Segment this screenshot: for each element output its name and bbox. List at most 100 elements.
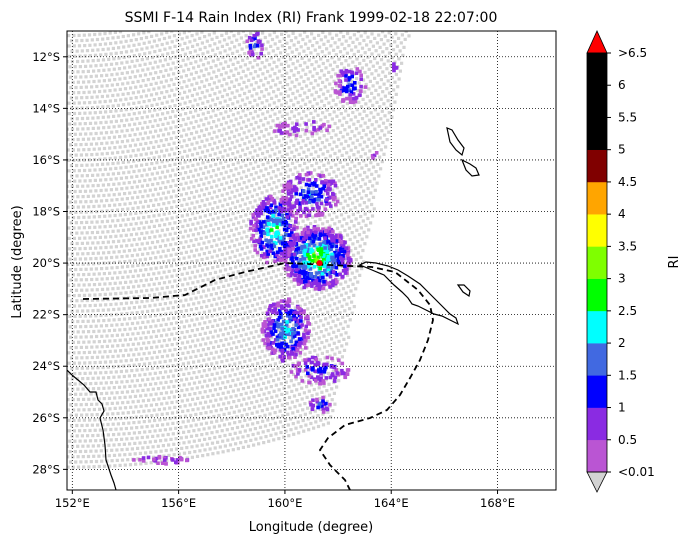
swath-pixel [139,95,143,99]
swath-pixel [235,49,239,53]
swath-pixel [159,139,163,143]
swath-pixel [167,443,171,447]
swath-pixel [338,50,343,54]
swath-pixel [388,123,392,127]
swath-pixel [295,300,300,304]
swath-pixel [199,118,203,122]
swath-pixel [360,267,364,271]
swath-pixel [371,84,375,88]
swath-pixel [220,33,224,37]
swath-pixel [226,114,231,119]
swath-pixel [75,49,79,53]
swath-pixel [143,52,147,56]
swath-pixel [240,365,245,369]
swath-pixel [67,429,71,433]
swath-pixel [138,373,142,377]
swath-pixel [158,360,162,364]
rain-pixel [321,227,325,231]
swath-pixel [223,88,227,92]
swath-pixel [98,293,102,297]
swath-pixel [246,316,250,320]
swath-pixel [383,74,388,78]
swath-pixel [213,152,217,156]
swath-pixel [90,402,94,406]
swath-pixel [73,247,77,251]
swath-pixel [202,84,207,88]
swath-pixel [200,433,204,437]
swath-pixel [249,390,253,394]
swath-pixel [262,173,266,178]
swath-pixel [146,262,150,266]
swath-pixel [134,279,138,283]
swath-pixel [185,398,190,402]
swath-pixel [335,65,339,69]
swath-pixel [243,191,247,195]
swath-pixel [78,236,82,240]
swath-pixel [286,94,290,98]
swath-pixel [384,126,388,130]
swath-pixel [239,65,243,69]
swath-pixel [219,62,223,66]
swath-pixel [86,252,90,256]
swath-pixel [261,251,265,255]
swath-pixel [283,359,287,363]
swath-pixel [308,301,312,305]
swath-pixel [110,334,114,338]
swath-pixel [377,33,381,37]
swath-pixel [328,82,332,86]
swath-pixel [260,290,264,294]
swath-pixel [172,200,176,204]
swath-pixel [296,170,300,174]
swath-pixel [117,192,121,196]
swath-pixel [88,168,92,172]
swath-pixel [85,298,89,303]
swath-pixel [216,451,220,455]
swath-pixel [98,428,102,432]
swath-pixel [109,427,113,432]
swath-pixel [149,277,153,281]
swath-pixel [301,369,305,373]
swath-pixel [386,39,390,43]
swath-pixel [136,206,140,210]
swath-pixel [176,305,180,309]
swath-pixel [114,359,118,364]
swath-pixel [72,44,76,48]
swath-pixel [153,235,157,239]
swath-pixel [326,410,330,414]
swath-pixel [207,83,212,87]
swath-pixel [169,195,173,199]
swath-pixel [276,306,280,311]
swath-pixel [212,190,216,194]
swath-pixel [309,383,314,387]
swath-pixel [214,124,219,128]
swath-pixel [174,135,178,139]
swath-pixel [172,442,176,446]
swath-pixel [90,423,94,427]
swath-pixel [189,110,193,114]
swath-pixel [68,200,72,204]
swath-pixel [119,40,123,44]
swath-pixel [231,113,235,117]
swath-pixel [278,161,282,165]
swath-pixel [84,85,88,89]
swath-pixel [157,407,161,412]
swath-pixel [106,287,110,291]
swath-pixel [189,413,193,417]
swath-pixel [294,426,298,430]
swath-pixel [273,291,277,295]
swath-pixel [241,268,245,272]
swath-pixel [145,57,149,61]
swath-pixel [141,205,145,209]
swath-pixel [198,215,202,219]
swath-pixel [136,321,140,325]
swath-pixel [268,401,272,405]
swath-pixel [137,431,142,435]
swath-pixel [270,406,274,410]
swath-pixel [227,342,231,346]
swath-pixel [108,292,113,296]
swath-pixel [322,104,326,108]
swath-pixel [104,256,108,260]
swath-pixel [104,303,108,307]
swath-pixel [229,336,233,340]
swath-pixel [108,339,112,343]
